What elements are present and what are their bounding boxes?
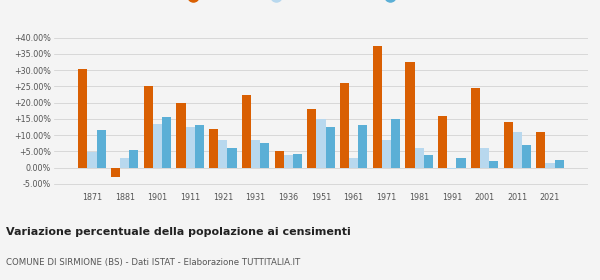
Bar: [143, 87, 153, 168]
Text: COMUNE DI SIRMIONE (BS) - Dati ISTAT - Elaborazione TUTTITALIA.IT: COMUNE DI SIRMIONE (BS) - Dati ISTAT - E…: [6, 258, 300, 267]
Bar: [88, 152, 97, 168]
Bar: [78, 69, 88, 168]
Bar: [316, 119, 326, 168]
Bar: [438, 116, 447, 168]
Bar: [120, 158, 130, 168]
Bar: [406, 62, 415, 168]
Bar: [251, 140, 260, 168]
Bar: [447, 168, 457, 169]
Bar: [218, 140, 227, 168]
Bar: [457, 158, 466, 168]
Bar: [307, 109, 316, 168]
Bar: [489, 161, 499, 168]
Bar: [503, 122, 512, 168]
Bar: [373, 46, 382, 168]
Bar: [391, 119, 400, 168]
Bar: [162, 117, 171, 168]
Bar: [284, 155, 293, 168]
Bar: [242, 95, 251, 168]
Bar: [522, 145, 531, 168]
Bar: [176, 103, 185, 168]
Bar: [512, 132, 522, 168]
Bar: [195, 125, 204, 168]
Text: Variazione percentuale della popolazione ai censimenti: Variazione percentuale della popolazione…: [6, 227, 351, 237]
Bar: [349, 158, 358, 168]
Bar: [382, 140, 391, 168]
Bar: [111, 168, 120, 178]
Bar: [358, 125, 367, 168]
Bar: [480, 148, 489, 168]
Bar: [275, 151, 284, 168]
Bar: [545, 163, 554, 168]
Bar: [97, 130, 106, 168]
Bar: [153, 124, 162, 168]
Legend: Sirmione, Provincia di BS, Lombardia: Sirmione, Provincia di BS, Lombardia: [179, 0, 463, 6]
Bar: [185, 127, 195, 168]
Bar: [209, 129, 218, 168]
Bar: [471, 88, 480, 168]
Bar: [424, 155, 433, 168]
Bar: [415, 148, 424, 168]
Bar: [340, 83, 349, 168]
Bar: [326, 127, 335, 168]
Bar: [293, 154, 302, 168]
Bar: [130, 150, 139, 168]
Bar: [554, 160, 564, 168]
Bar: [227, 148, 236, 168]
Bar: [536, 132, 545, 168]
Bar: [260, 143, 269, 168]
